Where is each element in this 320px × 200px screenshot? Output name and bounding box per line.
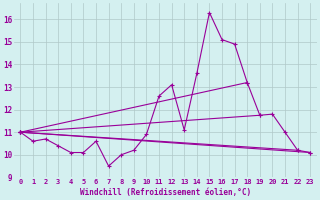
X-axis label: Windchill (Refroidissement éolien,°C): Windchill (Refroidissement éolien,°C)	[80, 188, 251, 197]
